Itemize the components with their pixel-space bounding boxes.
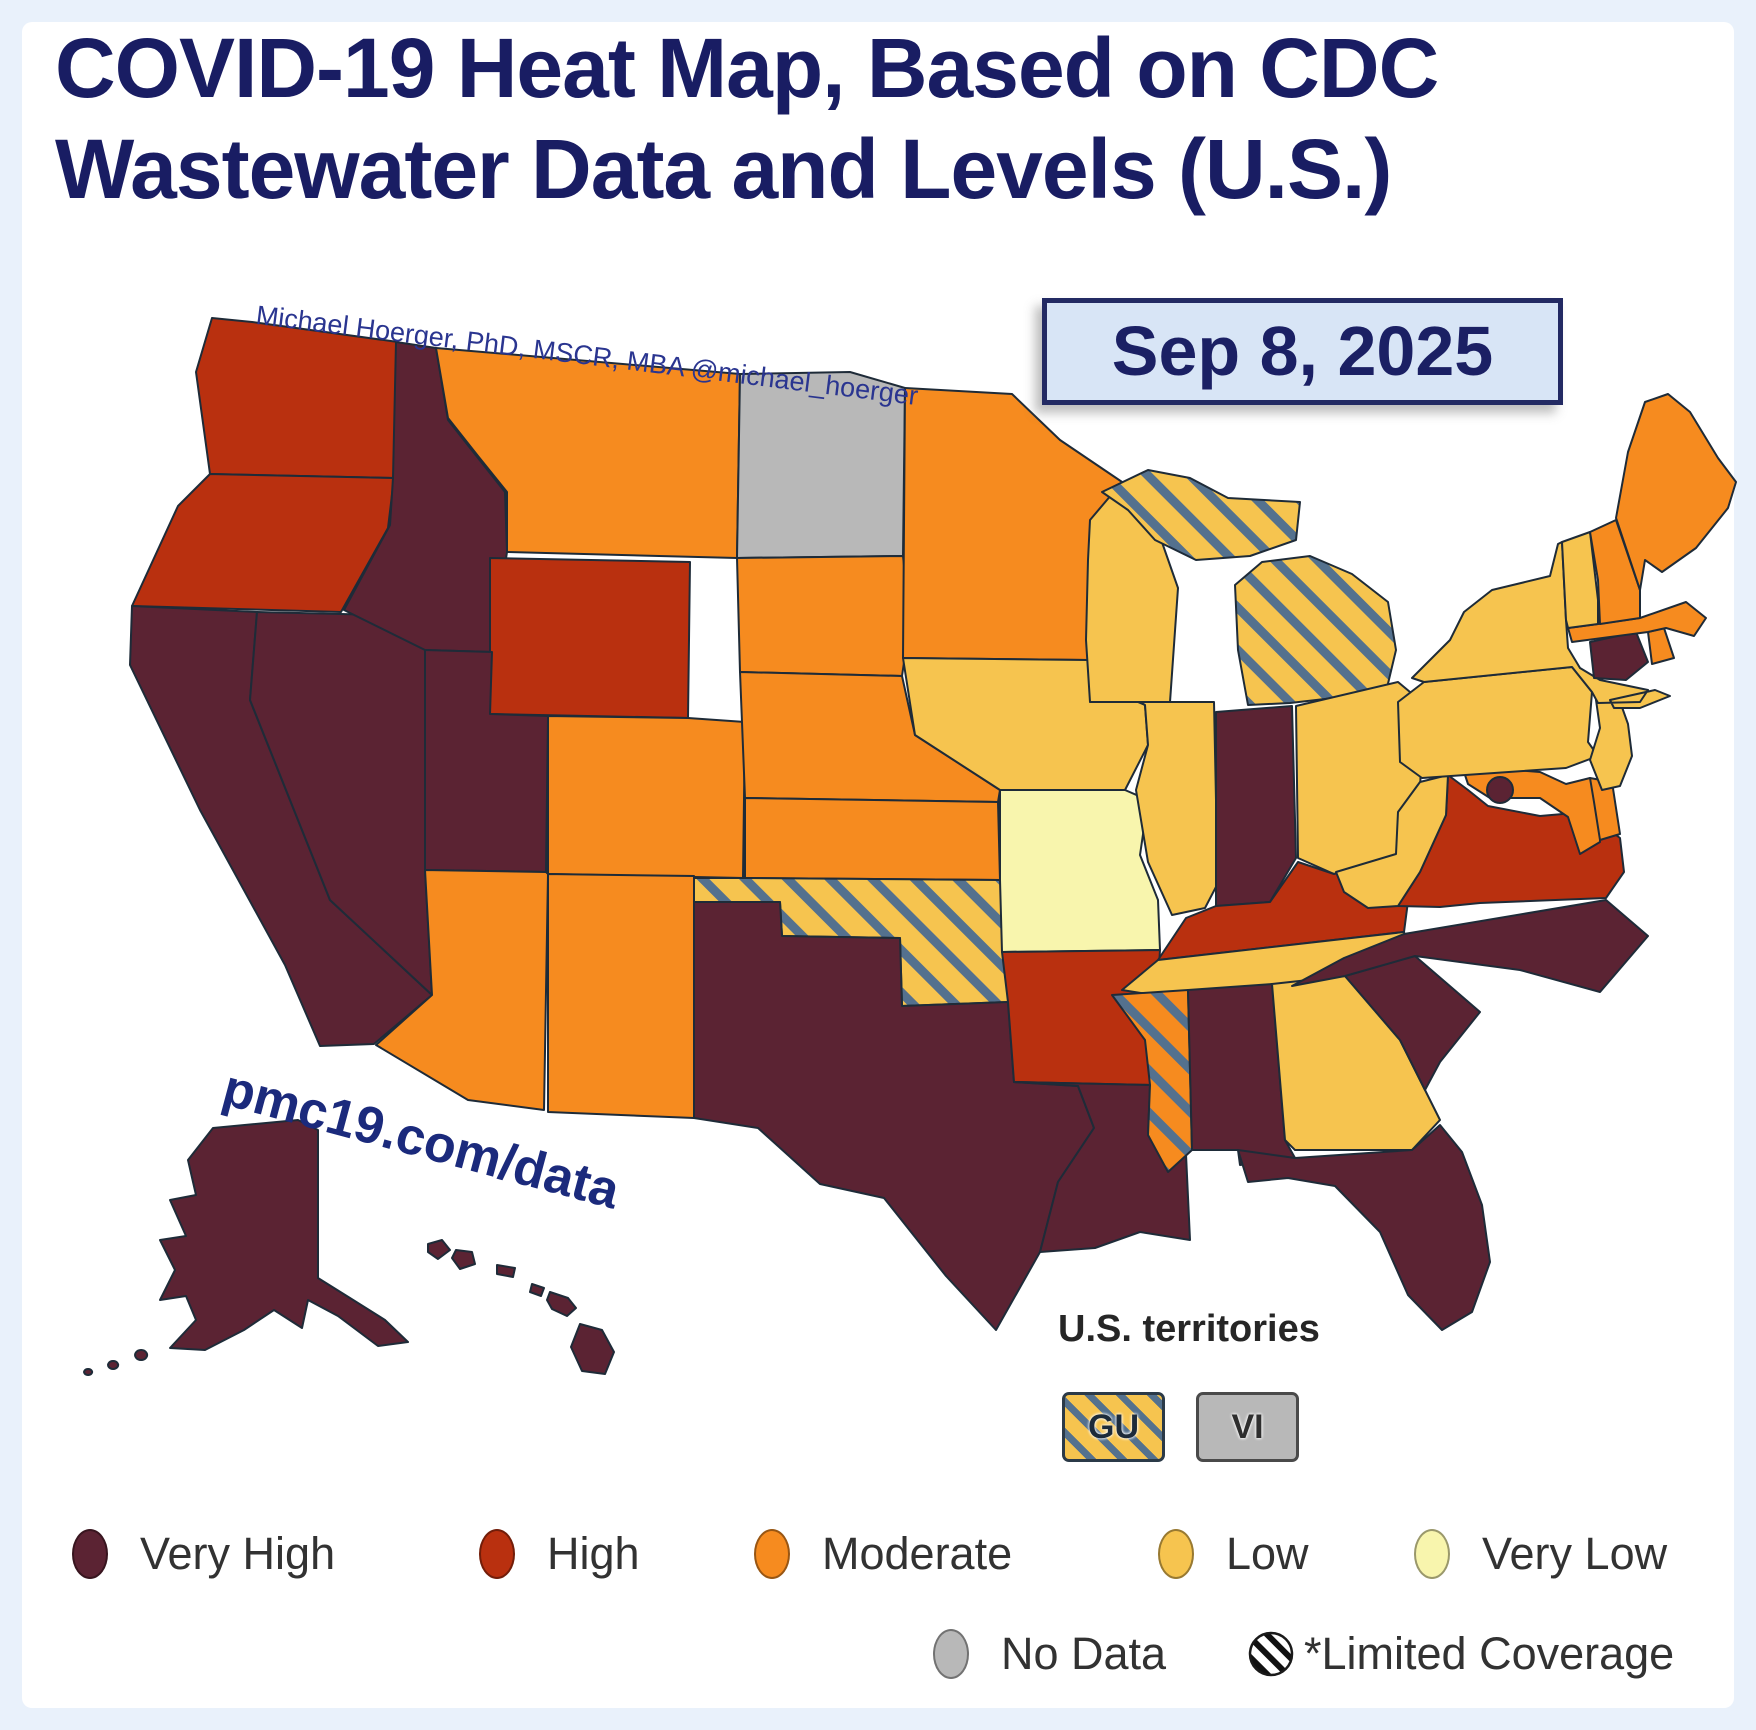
legend-item-high: High xyxy=(479,1528,640,1580)
state-AK xyxy=(83,1119,409,1376)
state-KS xyxy=(744,797,1001,881)
legend-label: Moderate xyxy=(822,1528,1013,1579)
states-layer xyxy=(83,317,1737,1376)
state-FL xyxy=(1237,1124,1491,1331)
legend-label: No Data xyxy=(1001,1628,1167,1679)
high-swatch-icon xyxy=(479,1529,515,1579)
legend-item-moderate: Moderate xyxy=(754,1528,1012,1580)
state-ME xyxy=(1615,393,1737,591)
state-NC xyxy=(1291,899,1649,993)
legend-label: *Limited Coverage xyxy=(1304,1628,1675,1679)
legend-label: Very Low xyxy=(1482,1528,1668,1579)
state-NY xyxy=(1411,541,1671,709)
state-HI xyxy=(427,1239,615,1375)
state-MI xyxy=(1101,469,1397,706)
no-data-swatch-icon xyxy=(933,1629,969,1679)
state-AZ xyxy=(375,869,549,1111)
low-swatch-icon xyxy=(1158,1529,1194,1579)
state-CO xyxy=(547,715,746,879)
state-WV xyxy=(1335,774,1449,909)
page-title: COVID-19 Heat Map, Based on CDC Wastewat… xyxy=(55,18,1615,220)
very-low-swatch-icon xyxy=(1414,1529,1450,1579)
state-WY xyxy=(489,557,691,719)
legend-item-no-data: No Data xyxy=(933,1628,1166,1680)
territories-heading: U.S. territories xyxy=(1058,1308,1320,1350)
moderate-swatch-icon xyxy=(754,1529,790,1579)
legend-label: Very High xyxy=(140,1528,336,1579)
state-SD xyxy=(736,555,911,677)
state-RI xyxy=(1647,627,1675,665)
state-DC xyxy=(1486,776,1514,804)
legend-item-very-high: Very High xyxy=(72,1528,335,1580)
legend-item-very-low: Very Low xyxy=(1414,1528,1667,1580)
state-NJ xyxy=(1589,695,1633,791)
legend-label: Low xyxy=(1226,1528,1309,1579)
state-NM xyxy=(547,873,695,1119)
very-high-swatch-icon xyxy=(72,1529,108,1579)
date-badge: Sep 8, 2025 xyxy=(1042,298,1563,405)
legend-label: High xyxy=(547,1528,640,1579)
legend-item-limited-coverage: *Limited Coverage xyxy=(1246,1628,1674,1680)
territory-GU: GU xyxy=(1062,1392,1165,1462)
title-line-1: COVID-19 Heat Map, Based on CDC xyxy=(55,21,1439,115)
legend-item-low: Low xyxy=(1158,1528,1309,1580)
state-IN xyxy=(1215,705,1297,907)
territory-VI: VI xyxy=(1196,1392,1299,1462)
title-line-2: Wastewater Data and Levels (U.S.) xyxy=(55,121,1392,216)
state-MO xyxy=(999,789,1161,953)
state-PA xyxy=(1397,666,1599,779)
limited-coverage-icon xyxy=(1248,1631,1294,1677)
